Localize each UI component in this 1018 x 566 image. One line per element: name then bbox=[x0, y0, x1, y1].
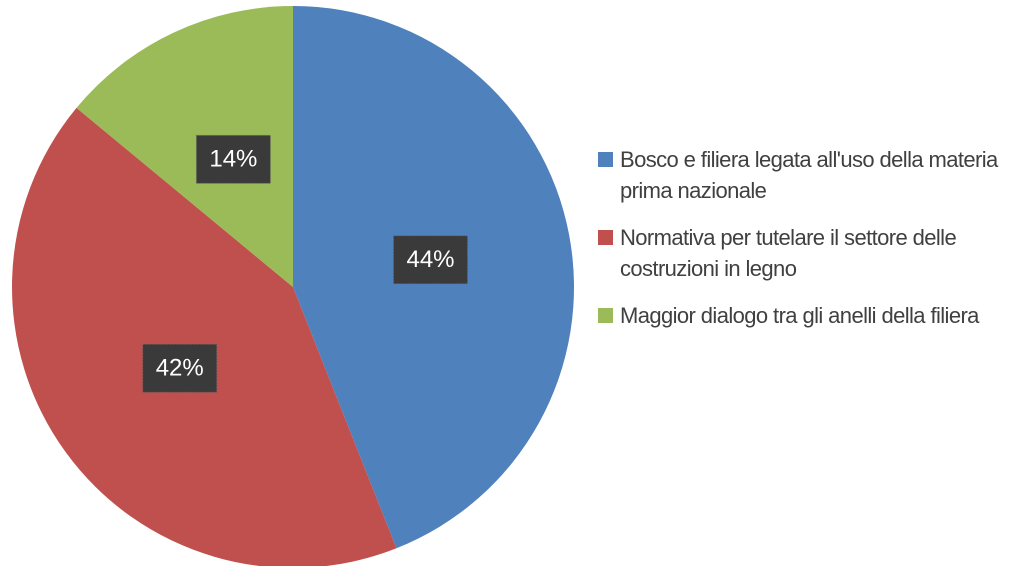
legend-label: Bosco e filiera legata all'uso della mat… bbox=[620, 147, 998, 203]
legend-item: Normativa per tutelare il settore delle … bbox=[598, 222, 1016, 284]
legend-label: Normativa per tutelare il settore delle … bbox=[620, 225, 957, 281]
data-label-box bbox=[393, 235, 469, 285]
legend-label: Maggior dialogo tra gli anelli della fil… bbox=[620, 303, 979, 328]
data-label: 14% bbox=[209, 146, 257, 173]
legend-item: Bosco e filiera legata all'uso della mat… bbox=[598, 144, 1016, 206]
data-label-box bbox=[195, 134, 271, 184]
legend: Bosco e filiera legata all'uso della mat… bbox=[598, 144, 1016, 347]
data-label-box bbox=[142, 343, 218, 393]
legend-swatch bbox=[598, 152, 613, 167]
legend-swatch bbox=[598, 230, 613, 245]
legend-item: Maggior dialogo tra gli anelli della fil… bbox=[598, 300, 1016, 331]
pie-slice bbox=[76, 6, 293, 287]
data-label: 44% bbox=[406, 246, 454, 273]
legend-swatch bbox=[598, 308, 613, 323]
data-label: 42% bbox=[156, 355, 204, 382]
pie-slice bbox=[12, 107, 397, 566]
